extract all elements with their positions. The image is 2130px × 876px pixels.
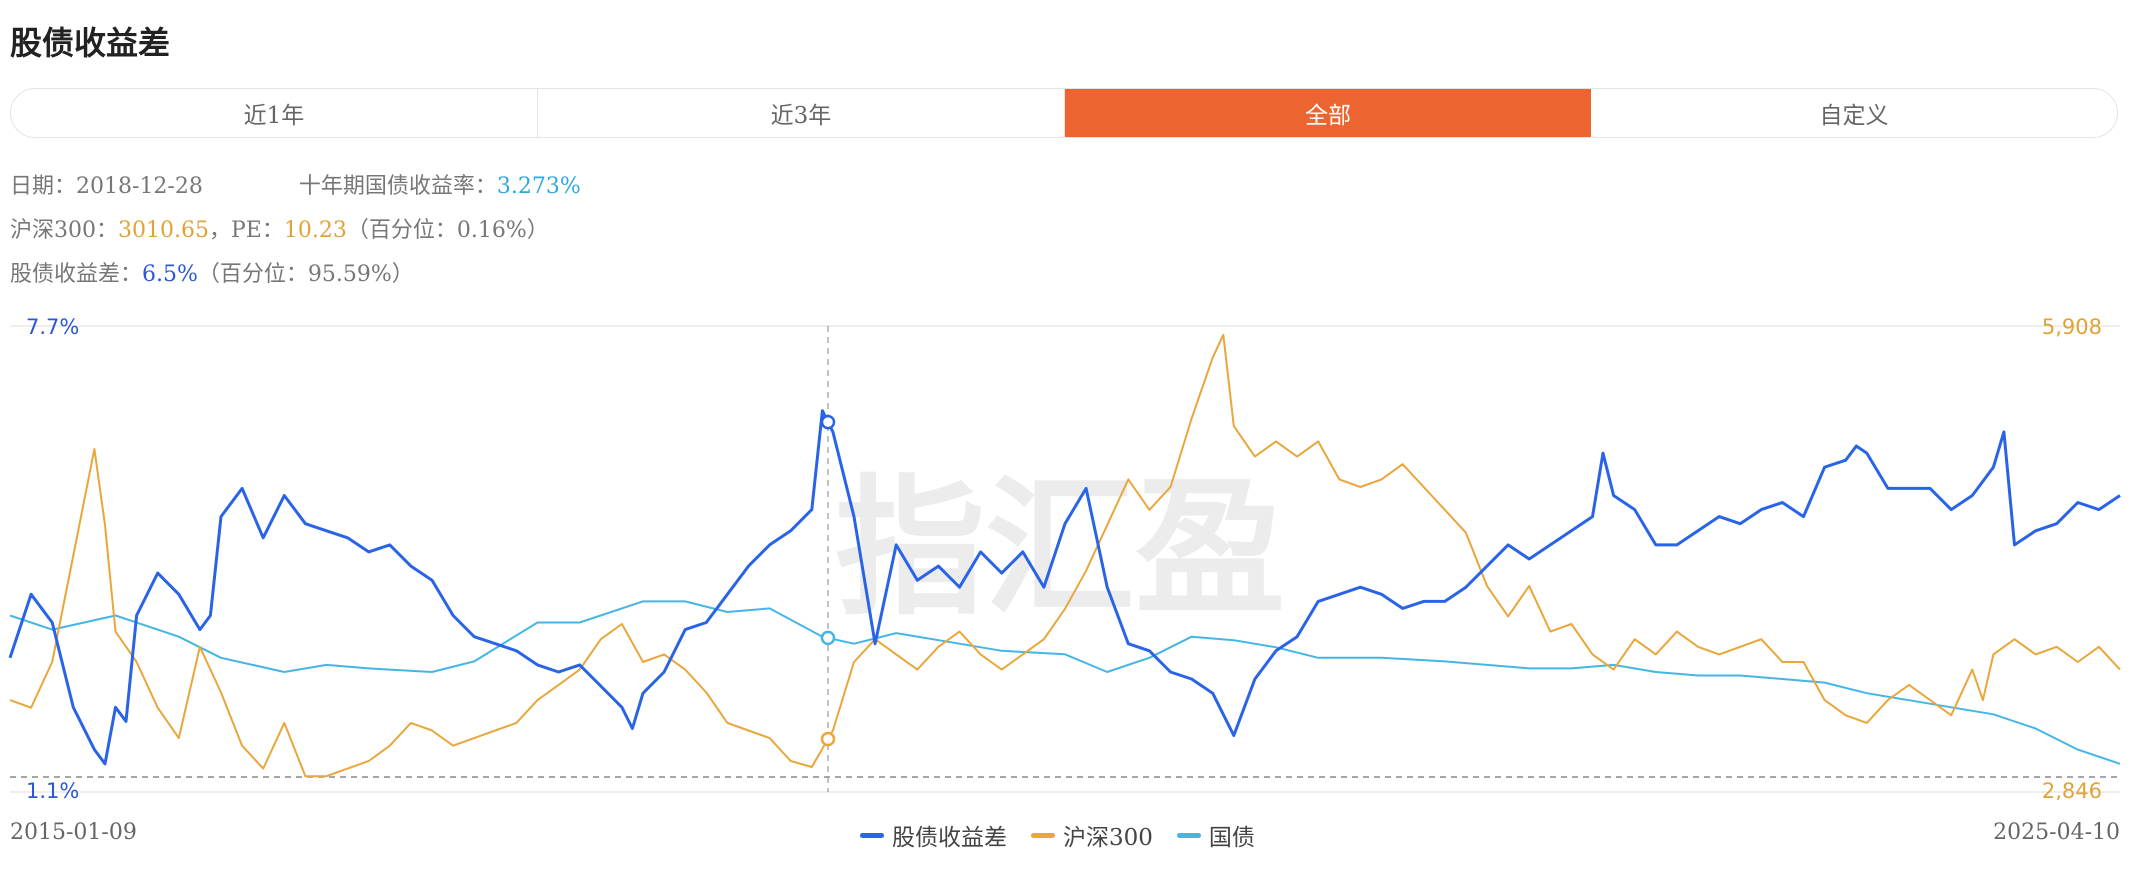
series-layer xyxy=(8,333,2121,778)
legend: 股债收益差 沪深300 国债 xyxy=(860,818,1255,852)
date-label: 日期： xyxy=(10,174,77,199)
series-line-spread xyxy=(8,409,2121,766)
marker-layer xyxy=(820,414,836,747)
page-title: 股债收益差 xyxy=(10,24,171,62)
legend-swatch-spread xyxy=(860,832,884,838)
range-tabs: 近1年 近3年 全部 自定义 xyxy=(10,88,2118,138)
tab-1y[interactable]: 近1年 xyxy=(11,89,538,137)
spread-value: 6.5% xyxy=(142,262,198,287)
x-end-label: 2025-04-10 xyxy=(1993,820,2120,845)
right-axis-max-label: 5,908 xyxy=(2042,315,2102,339)
pe-value: 10.23 xyxy=(283,218,347,243)
legend-label-spread: 股债收益差 xyxy=(892,825,1007,851)
left-axis-max-label: 7.7% xyxy=(26,315,79,339)
line-chart[interactable]: 指汇盈 7.7% 1.1% 5,908 2,846 xyxy=(0,300,2130,800)
x-start-label: 2015-01-09 xyxy=(10,820,137,845)
legend-label-index: 沪深300 xyxy=(1063,825,1153,851)
date-value: 2018-12-28 xyxy=(76,174,203,199)
crosshair-marker-spread xyxy=(820,414,836,430)
index-label: 沪深300： xyxy=(10,218,118,243)
series-line-index xyxy=(9,333,2121,778)
spread-label: 股债收益差： xyxy=(10,262,143,287)
legend-swatch-index xyxy=(1031,832,1055,838)
pe-label: ，PE： xyxy=(208,218,284,243)
spread-percentile: （百分位：95.59%） xyxy=(197,262,414,287)
index-info-row: 沪深300：3010.65，PE：10.23（百分位：0.16%） xyxy=(10,212,549,244)
right-axis-min-label: 2,846 xyxy=(2042,779,2102,800)
crosshair-marker-bond xyxy=(820,630,836,646)
watermark: 指汇盈 xyxy=(835,462,1285,636)
tab-3y[interactable]: 近3年 xyxy=(538,89,1065,137)
crosshair-marker-index xyxy=(820,731,836,747)
legend-swatch-bond xyxy=(1176,832,1201,838)
bond-yield-label: 十年期国债收益率： xyxy=(298,174,497,199)
tab-custom[interactable]: 自定义 xyxy=(1819,103,1889,129)
legend-item-bond[interactable]: 国债 xyxy=(1176,818,1255,852)
spread-info-row: 股债收益差：6.5%（百分位：95.59%） xyxy=(10,256,414,288)
index-value: 3010.65 xyxy=(118,218,209,243)
tab-all[interactable]: 全部 xyxy=(1065,89,1591,137)
index-percentile: （百分位：0.16%） xyxy=(346,218,549,243)
left-axis-min-label: 1.1% xyxy=(26,779,79,800)
series-line-bond xyxy=(9,600,2121,765)
legend-label-bond: 国债 xyxy=(1208,825,1255,851)
bond-yield-value: 3.273% xyxy=(496,174,581,199)
legend-item-spread[interactable]: 股债收益差 xyxy=(860,818,1007,852)
legend-item-index[interactable]: 沪深300 xyxy=(1031,818,1153,852)
date-info-row: 日期：2018-12-28 十年期国债收益率：3.273% xyxy=(10,168,581,200)
